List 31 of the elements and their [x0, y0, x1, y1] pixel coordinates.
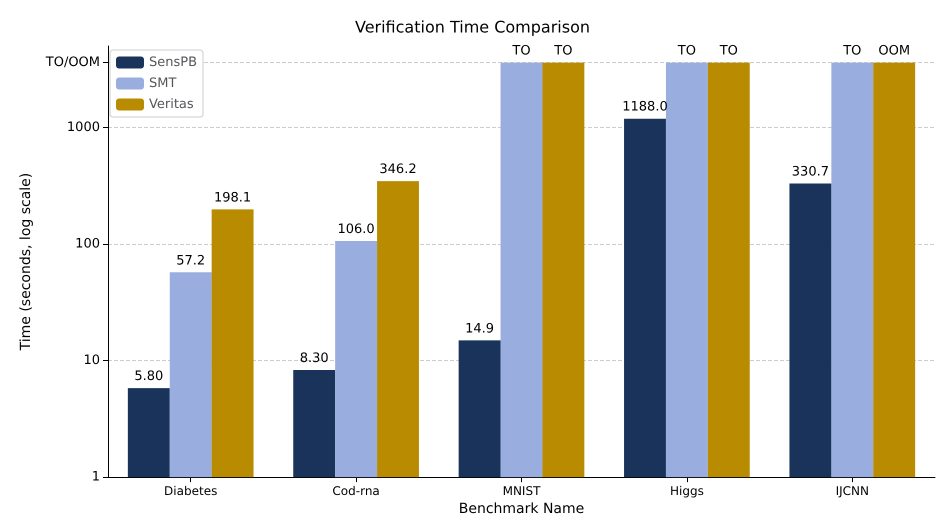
- data-label: TO: [676, 44, 696, 59]
- legend-label: SensPB: [149, 55, 198, 70]
- data-label: TO: [842, 44, 862, 59]
- legend-label: Veritas: [149, 97, 194, 112]
- x-tick-label: Diabetes: [164, 484, 218, 498]
- data-label: OOM: [878, 44, 910, 59]
- data-label: 57.2: [176, 253, 206, 268]
- chart-title: Verification Time Comparison: [354, 18, 590, 36]
- data-label: 14.9: [465, 321, 494, 336]
- data-label: 198.1: [214, 190, 252, 206]
- x-tick-label: Higgs: [670, 484, 704, 498]
- data-label: 1188.0: [622, 100, 668, 115]
- y-tick-label: 1: [92, 470, 100, 485]
- x-tick-label: Cod-rna: [332, 484, 380, 498]
- data-label: 346.2: [379, 162, 417, 178]
- data-label: TO: [511, 44, 531, 59]
- y-tick-label: TO/OOM: [44, 55, 100, 70]
- data-label: 106.0: [337, 222, 375, 238]
- data-label: TO: [553, 44, 572, 59]
- y-axis-title: Time (seconds, log scale): [18, 172, 34, 352]
- y-tick-label: 10: [83, 353, 100, 368]
- legend-label: SMT: [149, 76, 176, 91]
- y-tick-label: 1000: [66, 120, 100, 135]
- y-tick-label: 100: [75, 236, 100, 252]
- data-label: TO: [718, 44, 738, 59]
- data-label: 330.7: [792, 164, 830, 180]
- x-axis-title: Benchmark Name: [458, 501, 584, 517]
- x-tick-label: IJCNN: [836, 484, 870, 498]
- data-label: 8.30: [300, 350, 329, 366]
- data-label: 5.80: [134, 369, 164, 384]
- x-tick-label: MNIST: [502, 484, 542, 498]
